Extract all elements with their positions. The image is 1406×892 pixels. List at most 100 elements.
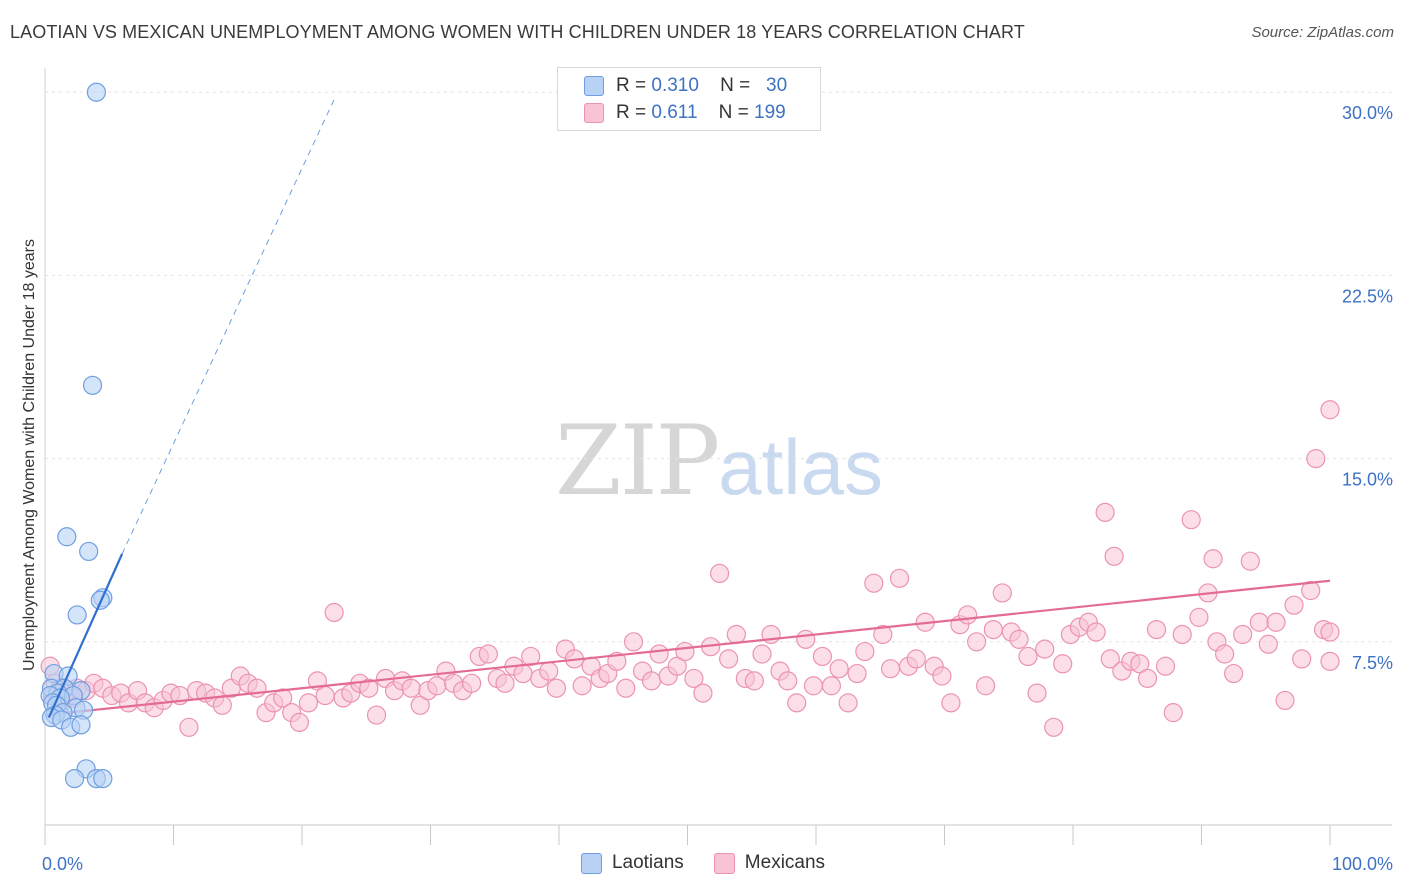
legend-label-mexicans: Mexicans — [744, 852, 826, 873]
mexicans-n-value: 199 — [754, 102, 786, 123]
mexicans-point — [1224, 663, 1244, 684]
watermark-atlas: atlas — [718, 423, 883, 511]
series-legend: Laotians Mexicans — [0, 852, 1406, 874]
mexicans-point — [796, 629, 816, 649]
mexicans-swatch — [584, 103, 604, 123]
mexicans-point — [906, 649, 926, 669]
mexicans-point — [401, 678, 421, 698]
mexicans-point — [693, 683, 713, 703]
mexicans-point — [958, 605, 978, 625]
laotians-swatch — [584, 76, 604, 96]
laotians-n-value: 30 — [766, 75, 788, 96]
mexicans-point — [829, 659, 849, 679]
mexicans-point — [787, 693, 807, 713]
mexicans-point — [495, 673, 515, 693]
mexicans-point — [1320, 651, 1340, 671]
mexicans-n-label: N = — [718, 102, 749, 123]
mexicans-point — [1035, 639, 1055, 659]
mexicans-point — [616, 678, 636, 698]
mexicans-point — [752, 644, 772, 664]
laotians-n-label: N = — [720, 75, 751, 96]
mexicans-point — [212, 695, 232, 715]
mexicans-point — [1053, 654, 1073, 674]
mexicans-point — [1320, 622, 1340, 642]
mexicans-point — [873, 624, 893, 645]
mexicans-point — [967, 632, 987, 652]
stats-legend: R = 0.310 N = 30 R = 0.611 N = 199 — [557, 67, 821, 131]
laotians-point — [57, 527, 77, 547]
mexicans-point — [847, 663, 867, 684]
mexicans-point — [1155, 656, 1176, 676]
mexicans-point — [889, 568, 910, 588]
mexicans-point — [649, 644, 669, 664]
mexicans-point — [462, 673, 482, 693]
mexicans-point — [1215, 644, 1235, 664]
stats-legend-mexicans: R = 0.611 N = 199 — [558, 100, 786, 126]
mexicans-point — [803, 676, 824, 696]
mexicans-point — [1018, 646, 1038, 667]
source-label: Source: ZipAtlas.com — [1251, 24, 1394, 41]
mexicans-point — [1172, 624, 1192, 645]
mexicans-point — [744, 671, 764, 691]
mexicans-point — [880, 659, 901, 679]
mexicans-point — [838, 693, 858, 713]
laotians-r-label: R = — [616, 75, 647, 96]
legend-swatch-mexicans — [713, 852, 735, 874]
laotians-point — [79, 541, 99, 562]
laotians-point — [67, 605, 87, 625]
mexicans-point — [1181, 510, 1201, 530]
mexicans-point — [179, 717, 199, 737]
mexicans-point — [641, 671, 662, 691]
mexicans-point — [623, 632, 644, 652]
mexicans-point — [812, 646, 833, 667]
mexicans-point — [1100, 649, 1120, 669]
mexicans-point — [1027, 683, 1047, 703]
mexicans-point — [932, 666, 952, 686]
mexicans-point — [684, 668, 704, 689]
stats-legend-laotians: R = 0.310 N = 30 — [558, 73, 787, 99]
mexicans-point — [710, 563, 730, 584]
mexicans-point — [1233, 624, 1253, 645]
y-tick-label: 22.5% — [1342, 286, 1393, 306]
laotians-r-value: 0.310 — [651, 75, 699, 96]
legend-label-laotians: Laotians — [611, 852, 684, 873]
x-tick-label: 100.0% — [1332, 854, 1393, 874]
legend-item-laotians[interactable]: Laotians — [580, 852, 684, 874]
mexicans-point — [1320, 400, 1340, 420]
laotians-point — [93, 768, 113, 789]
mexicans-point — [855, 641, 875, 662]
watermark: ZIPatlas — [555, 405, 883, 517]
mexicans-point — [539, 661, 559, 681]
mexicans-point — [1240, 551, 1260, 571]
mexicans-point — [1306, 449, 1326, 469]
mexicans-point — [1266, 612, 1286, 632]
mexicans-point — [1086, 622, 1106, 642]
mexicans-point — [1104, 546, 1124, 566]
mexicans-point — [1146, 619, 1167, 640]
mexicans-point — [1137, 668, 1158, 689]
mexicans-r-label: R = — [616, 102, 647, 123]
mexicans-point — [675, 641, 695, 662]
laotians-point — [64, 768, 85, 789]
laotians-trend-line — [47, 553, 124, 718]
mexicans-point — [778, 671, 798, 691]
mexicans-point — [976, 676, 996, 696]
mexicans-point — [719, 649, 739, 669]
mexicans-point — [289, 712, 310, 733]
mexicans-point — [726, 624, 746, 645]
mexicans-point — [983, 619, 1003, 640]
mexicans-point — [1301, 580, 1321, 601]
mexicans-point — [366, 705, 387, 725]
mexicans-point — [821, 676, 842, 696]
laotians-point — [71, 715, 91, 735]
laotians-point — [82, 375, 103, 395]
mexicans-point — [1203, 549, 1223, 569]
y-tick-label: 30.0% — [1342, 103, 1393, 123]
mexicans-point — [298, 693, 319, 713]
mexicans-trend-line — [44, 579, 1331, 717]
mexicans-point — [1189, 607, 1209, 627]
mexicans-point — [1163, 703, 1183, 723]
legend-item-mexicans[interactable]: Mexicans — [713, 852, 826, 874]
mexicans-point — [324, 602, 344, 623]
